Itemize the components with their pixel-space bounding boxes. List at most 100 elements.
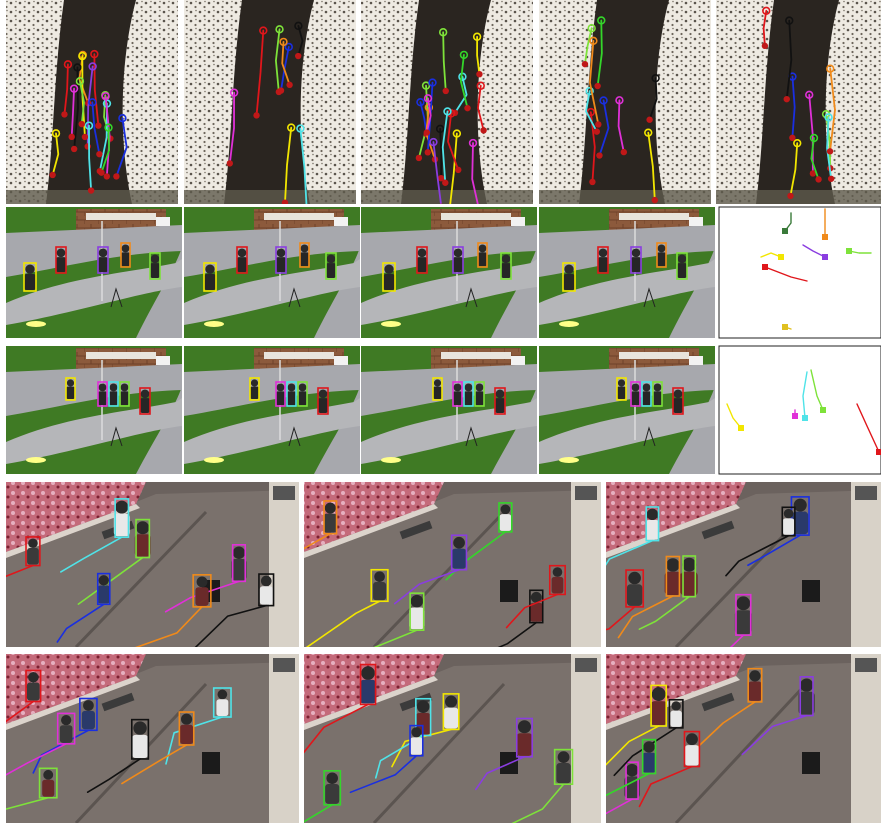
bench [701, 692, 735, 712]
right-snow-bank [825, 0, 881, 204]
trajectory-start [423, 94, 433, 103]
trajectory [73, 66, 79, 150]
trajectory [281, 40, 291, 86]
pedestrian [826, 148, 834, 155]
row1-panel-4 [539, 0, 711, 204]
trajectory [589, 39, 600, 126]
row1-panel-5 [716, 0, 881, 204]
person-head [326, 772, 338, 784]
road-side [491, 386, 537, 474]
person-head [276, 248, 286, 258]
person-body [179, 724, 194, 744]
trajectory-start [287, 123, 296, 132]
person-body [97, 391, 108, 405]
person-head [250, 379, 259, 387]
person-head [150, 254, 160, 264]
person-head [98, 248, 108, 258]
pedestrian [595, 121, 602, 128]
trajectory [585, 90, 598, 133]
footpath [6, 398, 182, 464]
person-head [631, 383, 640, 392]
row3-panel-1 [6, 346, 182, 474]
trajectory [511, 783, 565, 823]
person-body [684, 745, 700, 766]
tracking-box [409, 592, 425, 631]
trajectory [6, 796, 50, 810]
pedestrian [81, 133, 89, 141]
tracking-box [656, 242, 667, 268]
person-head [98, 575, 109, 586]
person-body [59, 725, 73, 743]
pedestrian [646, 116, 653, 123]
person-body [474, 391, 485, 405]
light-spot [559, 321, 579, 327]
trajectory [791, 75, 796, 139]
person-head [643, 741, 655, 753]
person-body [597, 257, 609, 272]
trajectory [729, 634, 745, 647]
row2-panel-1 [6, 207, 182, 338]
pedestrian [253, 112, 260, 119]
row2-panel-3 [361, 207, 537, 338]
trajectory [304, 703, 369, 754]
person-head [121, 244, 130, 253]
tracking-box [79, 697, 98, 732]
trajectory [393, 568, 460, 605]
pedestrian [61, 111, 68, 118]
footpath [361, 259, 537, 325]
trajectory [349, 754, 418, 794]
bench [399, 520, 433, 540]
trajectory [442, 31, 447, 92]
pillar [571, 654, 601, 823]
person-body [734, 610, 752, 635]
building-sign [264, 213, 334, 220]
pillar [269, 482, 299, 647]
tracking-box [236, 246, 248, 274]
trajectory-start [438, 28, 448, 37]
person-body [97, 585, 111, 604]
person-head [682, 557, 697, 572]
trajectory [848, 250, 872, 254]
trajectory [91, 101, 101, 156]
person-body [24, 273, 36, 290]
trajectory-start [90, 49, 99, 59]
trajectory-start [589, 36, 598, 46]
person-body [297, 391, 308, 405]
parked-van [511, 356, 525, 365]
tripod [288, 287, 301, 308]
trajectory [826, 116, 833, 180]
pedestrian [277, 87, 285, 94]
light-spot [26, 321, 46, 327]
tripod [465, 287, 478, 308]
tracking-box [409, 724, 424, 757]
pedestrian [439, 203, 443, 204]
trajectory [32, 729, 90, 774]
person-head [564, 264, 574, 274]
pedestrian [455, 166, 462, 174]
left-snow-bank [6, 0, 64, 204]
person-head [673, 389, 683, 399]
person-body [676, 263, 688, 278]
tracking-box [416, 246, 428, 274]
person-body [42, 779, 55, 797]
person-body [645, 520, 660, 540]
person-body [113, 513, 130, 537]
person-head [136, 521, 150, 535]
trajectory [459, 53, 469, 110]
person-body [383, 273, 395, 290]
bottom-strip [361, 190, 533, 204]
row4-panel-3 [606, 482, 881, 647]
tracking-box [382, 262, 396, 292]
plot-frame [718, 206, 881, 339]
tracking-box [203, 262, 217, 292]
trajectory [606, 798, 633, 815]
curb-line [674, 682, 808, 823]
tracking-box [548, 564, 566, 596]
plot-marker [820, 407, 826, 413]
trajectory [596, 19, 603, 87]
person-body [323, 513, 338, 533]
tracking-box [650, 684, 668, 727]
litter-bin [802, 752, 820, 774]
person-head [653, 383, 662, 392]
